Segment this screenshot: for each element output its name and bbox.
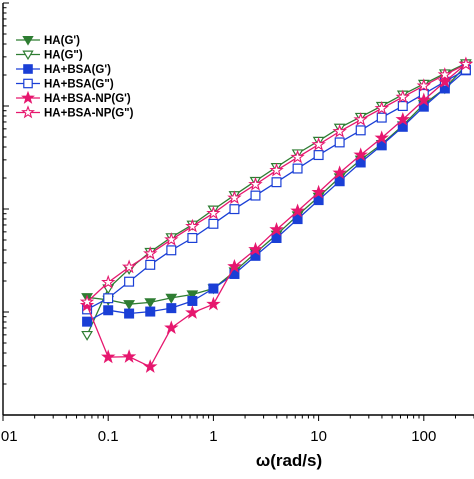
star-marker bbox=[121, 259, 137, 274]
square-marker bbox=[103, 305, 114, 316]
star-marker bbox=[290, 203, 305, 218]
square-marker bbox=[187, 232, 198, 243]
legend: HA(G') HA(G") HA+BSA(G') HA+BSA(G") HA+BSA-N… bbox=[16, 35, 134, 120]
square-marker bbox=[166, 245, 177, 256]
star-marker bbox=[458, 56, 474, 71]
square-marker bbox=[124, 276, 135, 287]
series-2 bbox=[82, 65, 471, 327]
square-marker bbox=[250, 190, 261, 201]
star-marker bbox=[269, 162, 284, 177]
star-marker bbox=[185, 305, 200, 319]
square-marker bbox=[334, 137, 345, 148]
star-marker bbox=[101, 349, 116, 364]
x-tick-label: 10 bbox=[310, 428, 327, 445]
series-3 bbox=[82, 64, 471, 315]
legend-label: HA+BSA(G') bbox=[44, 64, 111, 76]
square-marker bbox=[208, 218, 219, 229]
legend-marker bbox=[22, 50, 34, 61]
square-marker bbox=[208, 283, 219, 294]
star-marker bbox=[311, 137, 326, 151]
square-marker bbox=[292, 163, 303, 174]
legend-marker bbox=[21, 105, 35, 119]
star-marker bbox=[79, 294, 95, 309]
star-marker bbox=[227, 258, 242, 273]
square-marker bbox=[355, 157, 366, 168]
star-marker bbox=[143, 359, 158, 373]
series-4 bbox=[79, 56, 474, 373]
series-5 bbox=[79, 56, 474, 309]
star-marker bbox=[164, 232, 179, 246]
legend-marker bbox=[22, 36, 34, 46]
star-marker bbox=[332, 165, 347, 180]
star-marker bbox=[164, 320, 179, 335]
x-tick-label: 0.1 bbox=[98, 428, 119, 445]
square-marker bbox=[355, 125, 366, 136]
star-marker bbox=[374, 100, 389, 115]
star-marker bbox=[248, 241, 263, 256]
x-tick-label: 100 bbox=[411, 428, 436, 445]
star-marker bbox=[416, 78, 432, 92]
triangle-marker bbox=[81, 330, 93, 341]
star-marker bbox=[437, 67, 453, 81]
star-marker bbox=[101, 274, 116, 289]
square-marker bbox=[82, 316, 93, 327]
star-marker bbox=[311, 184, 326, 199]
star-marker bbox=[227, 190, 242, 205]
square-marker bbox=[334, 176, 345, 187]
square-marker bbox=[397, 100, 408, 111]
square-marker bbox=[145, 306, 156, 317]
series-line bbox=[86, 69, 467, 310]
legend-marker bbox=[23, 78, 33, 89]
triangle-marker bbox=[123, 300, 135, 311]
square-marker bbox=[376, 112, 387, 123]
square-marker bbox=[145, 259, 156, 270]
star-marker bbox=[353, 147, 368, 162]
square-marker bbox=[229, 204, 240, 215]
square-marker bbox=[124, 308, 135, 319]
star-marker bbox=[353, 112, 368, 126]
square-marker bbox=[292, 214, 303, 225]
square-marker bbox=[313, 150, 324, 161]
square-marker bbox=[271, 177, 282, 188]
legend-marker bbox=[23, 64, 33, 74]
legend-label: HA+BSA-NP(G") bbox=[44, 108, 134, 120]
star-marker bbox=[206, 205, 221, 220]
star-marker bbox=[395, 89, 410, 104]
star-marker bbox=[143, 246, 158, 260]
square-marker bbox=[166, 303, 177, 314]
star-marker bbox=[206, 296, 221, 311]
series-line bbox=[86, 62, 467, 336]
legend-label: HA(G') bbox=[44, 35, 80, 47]
x-tick-label: 0.01 bbox=[0, 428, 18, 445]
legend-label: HA+BSA-NP(G') bbox=[44, 93, 131, 105]
square-marker bbox=[103, 293, 114, 304]
star-marker bbox=[185, 218, 200, 233]
star-marker bbox=[269, 222, 284, 236]
legend-marker bbox=[21, 90, 35, 104]
square-marker bbox=[271, 232, 282, 243]
star-marker bbox=[121, 349, 137, 363]
triangle-marker bbox=[144, 298, 157, 309]
star-marker bbox=[437, 74, 453, 88]
series-line bbox=[86, 63, 467, 368]
star-marker bbox=[395, 111, 410, 126]
legend-label: HA+BSA(G") bbox=[44, 79, 114, 91]
series-1 bbox=[81, 59, 472, 341]
star-marker bbox=[248, 176, 263, 191]
square-marker bbox=[313, 195, 324, 206]
x-axis-label: ω(rad/s) bbox=[256, 451, 322, 470]
square-marker bbox=[187, 295, 198, 306]
star-marker bbox=[374, 130, 389, 145]
star-marker bbox=[332, 123, 347, 138]
x-tick-label: 1 bbox=[209, 428, 217, 445]
star-marker bbox=[290, 149, 305, 164]
triangle-marker bbox=[186, 290, 199, 301]
legend-label: HA(G") bbox=[44, 50, 83, 62]
series-line bbox=[86, 69, 467, 323]
star-marker bbox=[416, 92, 432, 107]
triangle-marker bbox=[165, 293, 178, 304]
